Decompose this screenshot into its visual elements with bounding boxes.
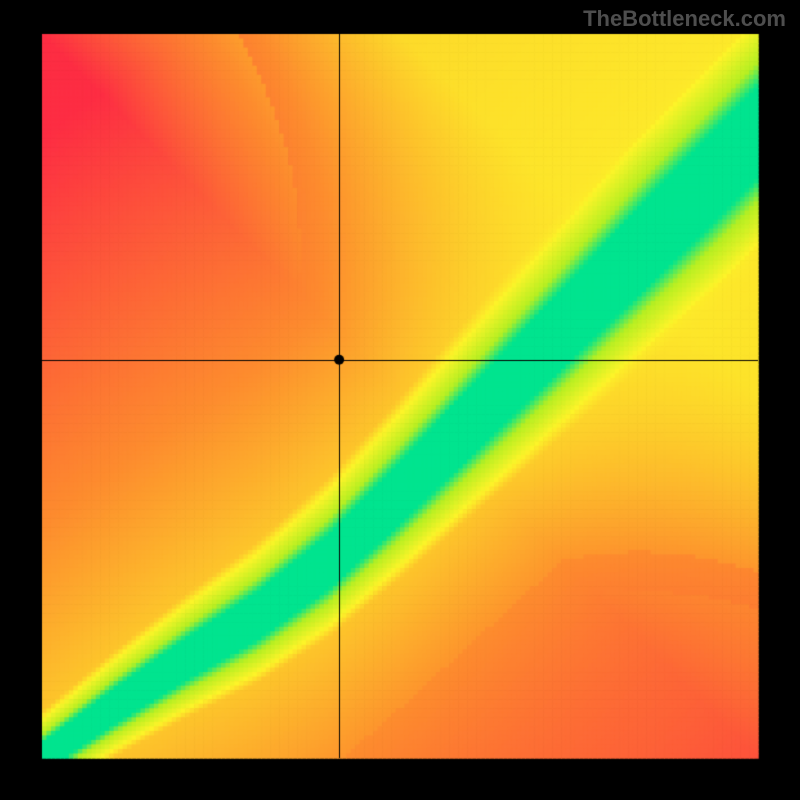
chart-container: TheBottleneck.com (0, 0, 800, 800)
heatmap-canvas (0, 0, 800, 800)
watermark-text: TheBottleneck.com (583, 6, 786, 32)
